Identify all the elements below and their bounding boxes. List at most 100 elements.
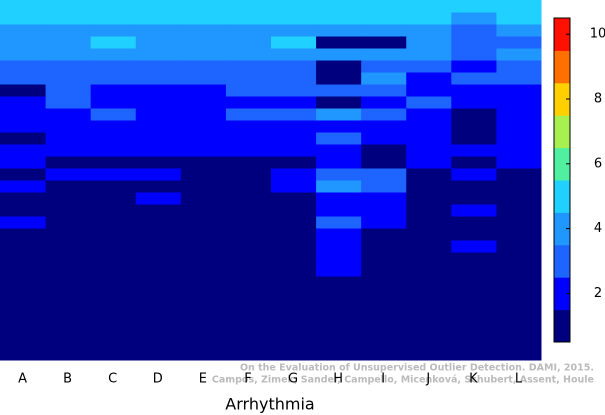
cell — [315, 216, 362, 229]
colorbar-band — [554, 50, 570, 84]
cell — [270, 180, 317, 193]
cell — [450, 24, 497, 37]
colorbar-tick-label: 6 — [594, 156, 602, 171]
cell — [0, 216, 46, 229]
cell — [360, 324, 407, 337]
cell — [495, 252, 542, 265]
cell — [450, 252, 497, 265]
cell — [0, 48, 46, 61]
x-tick-label: J — [425, 372, 430, 387]
cell — [180, 180, 226, 193]
cell — [405, 324, 452, 337]
cell — [90, 120, 136, 133]
colorbar-band — [554, 244, 570, 278]
cell — [0, 192, 46, 205]
cell — [225, 24, 271, 37]
cell — [270, 288, 317, 301]
cell — [405, 60, 452, 73]
cell — [315, 324, 362, 337]
cell — [450, 336, 497, 349]
cell — [45, 120, 91, 133]
cell — [135, 324, 181, 337]
cell — [90, 96, 136, 109]
cell — [495, 72, 542, 85]
cell — [135, 204, 181, 217]
cell — [495, 192, 542, 205]
cell — [270, 276, 317, 289]
cell — [225, 108, 271, 121]
cell — [405, 132, 452, 145]
cell — [405, 108, 452, 121]
cell — [225, 144, 271, 157]
cell — [270, 144, 317, 157]
cell — [0, 312, 46, 325]
x-tick-label: H — [333, 372, 343, 387]
cell — [450, 36, 497, 49]
cell — [45, 108, 91, 121]
cell — [0, 84, 46, 97]
cell — [315, 168, 362, 181]
cell — [135, 72, 181, 85]
cell — [180, 192, 226, 205]
cell — [45, 252, 91, 265]
cell — [315, 96, 362, 109]
cell — [90, 252, 136, 265]
cell — [0, 144, 46, 157]
cell — [225, 84, 271, 97]
cell — [45, 300, 91, 313]
cell — [405, 0, 452, 13]
cell — [90, 156, 136, 169]
cell — [180, 120, 226, 133]
cell — [450, 96, 497, 109]
cell — [270, 324, 317, 337]
cell — [270, 24, 317, 37]
cell — [360, 96, 407, 109]
cell — [135, 264, 181, 277]
cell — [225, 192, 271, 205]
cell — [405, 336, 452, 349]
cell — [90, 12, 136, 25]
x-axis-label: Arrhythmia — [225, 395, 314, 414]
cell — [180, 132, 226, 145]
cell — [90, 180, 136, 193]
colorbar-band — [554, 147, 570, 181]
cell — [495, 348, 542, 361]
cell — [495, 336, 542, 349]
cell — [495, 276, 542, 289]
cell — [135, 132, 181, 145]
cell — [495, 300, 542, 313]
colorbar-band — [554, 82, 570, 116]
cell — [315, 24, 362, 37]
cell — [45, 216, 91, 229]
colorbar-band — [554, 309, 570, 343]
cell — [45, 168, 91, 181]
cell — [180, 300, 226, 313]
cell — [0, 168, 46, 181]
cell — [315, 300, 362, 313]
cell — [315, 36, 362, 49]
cell — [270, 312, 317, 325]
cell — [270, 60, 317, 73]
cell — [0, 96, 46, 109]
cell — [360, 120, 407, 133]
cell — [360, 252, 407, 265]
cell — [180, 156, 226, 169]
cell — [0, 36, 46, 49]
cell — [450, 312, 497, 325]
cell — [405, 12, 452, 25]
cell — [270, 252, 317, 265]
cell — [405, 228, 452, 241]
cell — [405, 276, 452, 289]
cell — [180, 84, 226, 97]
cell — [45, 312, 91, 325]
cell — [0, 348, 46, 361]
cell — [225, 276, 271, 289]
cell — [270, 204, 317, 217]
cell — [360, 168, 407, 181]
cell — [180, 228, 226, 241]
cell — [270, 72, 317, 85]
cell — [225, 312, 271, 325]
cell — [270, 348, 317, 361]
cell — [270, 240, 317, 253]
cell — [180, 96, 226, 109]
